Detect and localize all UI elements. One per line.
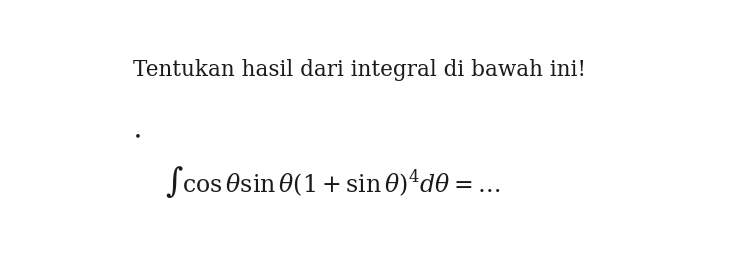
Text: $\bullet$: $\bullet$: [133, 129, 140, 142]
Text: Tentukan hasil dari integral di bawah ini!: Tentukan hasil dari integral di bawah in…: [133, 59, 586, 81]
Text: $\int \cos\theta \sin\theta \left(1+\sin\theta\right)^{4} d\theta = \ldots$: $\int \cos\theta \sin\theta \left(1+\sin…: [165, 164, 501, 200]
